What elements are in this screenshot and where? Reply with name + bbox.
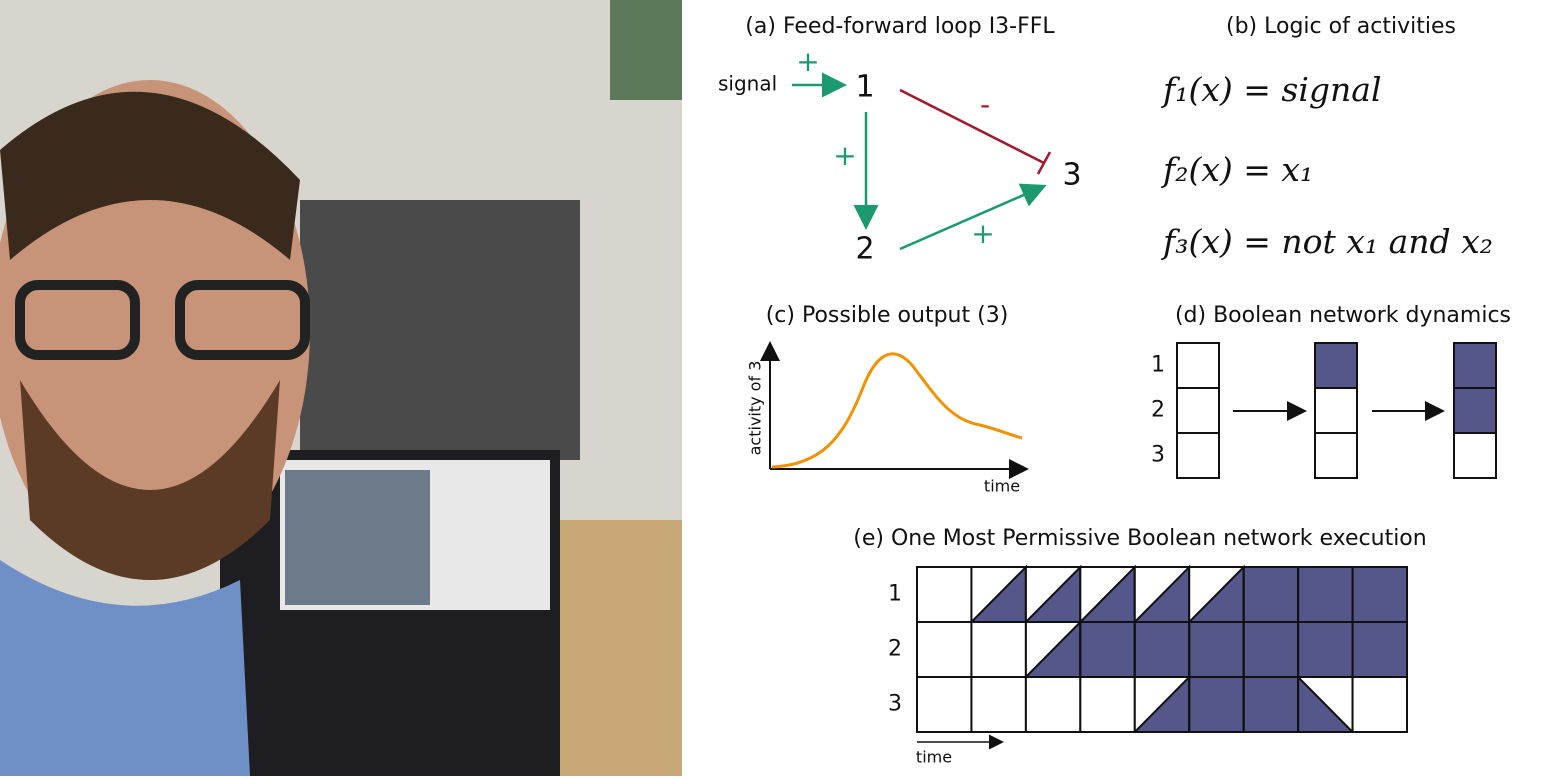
cell-activity <box>1242 676 1300 733</box>
row-label: 1 <box>888 582 902 607</box>
panel-title: (e) One Most Permissive Boolean network … <box>853 526 1426 551</box>
cell-frame <box>1025 677 1081 732</box>
cell-activity <box>1297 566 1354 623</box>
node: 3 <box>1062 158 1081 193</box>
row-label: 2 <box>1151 398 1165 423</box>
arrow <box>899 183 1047 251</box>
signal-label: signal <box>718 72 777 96</box>
cell-activity <box>1079 621 1136 678</box>
formula: f₃(x) = not x₁ and x₂ <box>1160 222 1493 261</box>
formula: f₁(x) = signal <box>1160 70 1382 109</box>
state-cell <box>1453 342 1497 389</box>
cell-frame <box>917 567 972 622</box>
cell-activity <box>1188 676 1245 733</box>
inhibition <box>899 88 1045 165</box>
row-label: 2 <box>888 637 902 662</box>
state-cell <box>1314 387 1358 434</box>
photo <box>0 0 682 776</box>
row-label: 1 <box>1151 353 1165 378</box>
output-curve <box>771 352 1023 469</box>
row-label: 3 <box>1151 443 1165 468</box>
inhibition-bar <box>1036 151 1052 175</box>
cell-frame <box>971 677 1026 732</box>
cell-activity <box>1242 621 1300 678</box>
cell-activity <box>1242 566 1300 623</box>
cell-border <box>1351 676 1408 733</box>
state-cell <box>1314 342 1358 389</box>
state-cell <box>1453 387 1497 434</box>
cell-activity <box>1297 621 1354 678</box>
state-cell <box>1176 432 1220 479</box>
node: 2 <box>855 232 874 267</box>
cell-frame <box>971 622 1026 677</box>
formula: f₂(x) = x₁ <box>1160 150 1313 189</box>
axis-label: activity of 3 <box>746 361 765 456</box>
cell-activity <box>1188 621 1245 678</box>
state-cell <box>1453 432 1497 479</box>
panel-title: (d) Boolean network dynamics <box>1175 303 1511 328</box>
panel-title: (b) Logic of activities <box>1226 14 1456 39</box>
sign: + <box>796 45 819 78</box>
axis-label: time <box>916 748 952 767</box>
row-label: 3 <box>888 692 902 717</box>
axis-label: time <box>984 477 1020 496</box>
cell-activity <box>1351 566 1408 623</box>
cell-activity <box>1351 621 1408 678</box>
state-cell <box>1176 342 1220 389</box>
cell-activity <box>1133 621 1191 678</box>
cell-frame <box>917 622 972 677</box>
cell-frame <box>1080 677 1135 732</box>
sign: + <box>971 217 994 250</box>
cell-frame <box>917 677 972 732</box>
panel-title: (a) Feed-forward loop I3-FFL <box>745 14 1055 39</box>
sign: - <box>980 88 990 121</box>
state-cell <box>1176 387 1220 434</box>
sign: + <box>833 139 856 172</box>
node: 1 <box>855 70 874 105</box>
panel-title: (c) Possible output (3) <box>766 303 1009 328</box>
cell-frame <box>1352 677 1407 732</box>
state-cell <box>1314 432 1358 479</box>
